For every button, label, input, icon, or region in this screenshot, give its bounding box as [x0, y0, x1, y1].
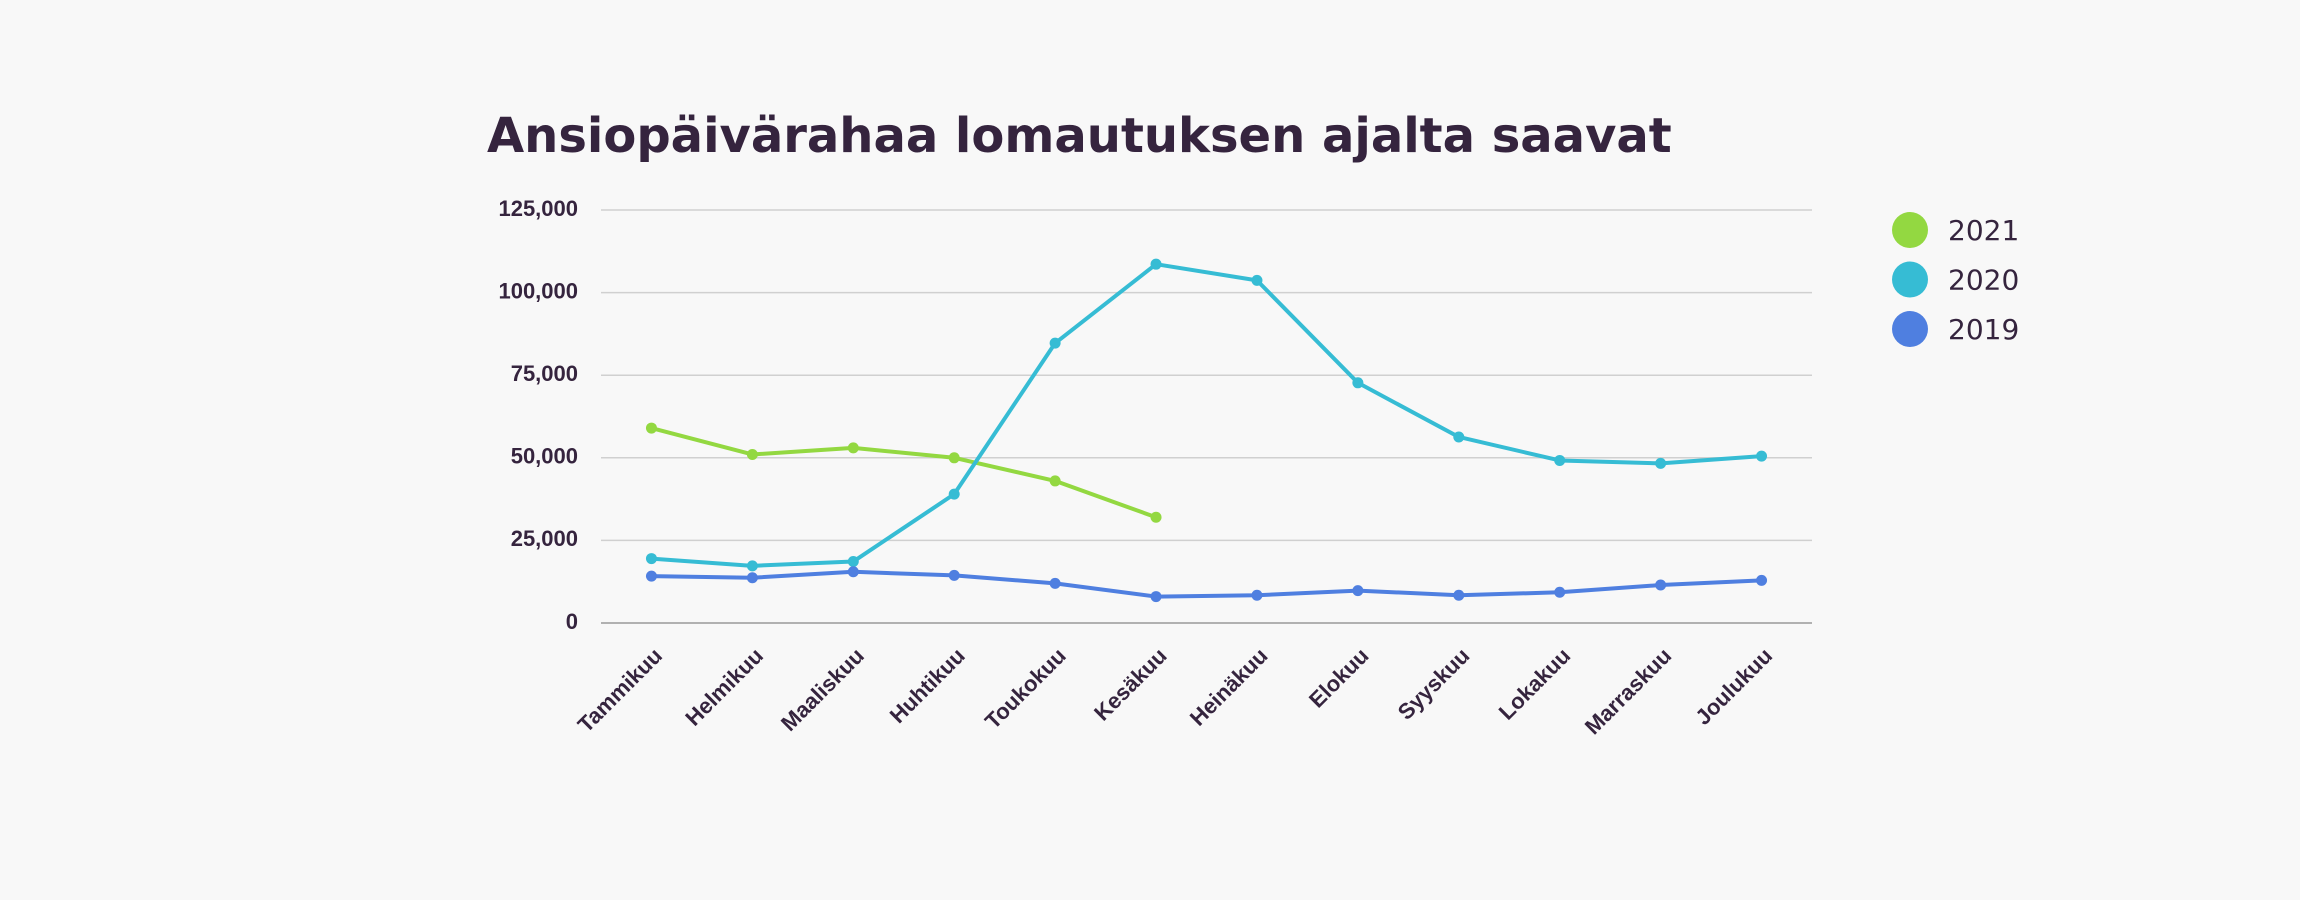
data-point [1150, 258, 1162, 270]
x-tick-label: Marraskuu [1580, 643, 1676, 739]
data-point [1352, 585, 1364, 597]
legend-label: 2020 [1948, 264, 2019, 297]
data-point [1655, 579, 1667, 591]
data-point [1453, 589, 1465, 601]
x-tick-label: Elokuu [1304, 643, 1374, 713]
legend-label: 2019 [1948, 313, 2019, 346]
x-tick-label: Huhtikuu [885, 643, 970, 728]
data-point [847, 556, 859, 568]
series-line [650, 426, 1157, 520]
x-tick-label: Heinäkuu [1185, 643, 1273, 731]
chart-title: Ansiopäivärahaa lomautuksen ajalta saava… [487, 108, 1672, 164]
data-point [746, 560, 758, 572]
y-tick-label: 0 [566, 609, 578, 634]
data-point [1554, 586, 1566, 598]
data-point [1049, 475, 1061, 487]
data-point [847, 566, 859, 578]
data-point [1756, 574, 1768, 586]
data-point [948, 488, 960, 500]
data-point [645, 422, 657, 434]
y-tick-label: 25,000 [511, 526, 578, 551]
data-point [1453, 431, 1465, 443]
data-point [1352, 377, 1364, 389]
x-tick-label: Tammikuu [573, 643, 667, 737]
x-tick-label: Helmikuu [680, 643, 768, 731]
y-tick-label: 75,000 [511, 361, 578, 386]
data-point [1049, 577, 1061, 589]
series-line [651, 569, 1762, 599]
data-point [1655, 457, 1667, 469]
y-tick-label: 50,000 [511, 444, 578, 469]
data-point [948, 452, 960, 464]
x-tick-label: Syyskuu [1393, 643, 1475, 725]
series-line [651, 262, 1762, 568]
data-point [948, 569, 960, 581]
x-tick-label: Toukokuu [980, 643, 1071, 734]
data-point [1756, 450, 1768, 462]
data-point [1150, 591, 1162, 603]
legend-swatch [1892, 311, 1928, 347]
data-point [1251, 589, 1263, 601]
data-point [1049, 337, 1061, 349]
data-point [645, 570, 657, 582]
data-point [645, 553, 657, 565]
y-tick-label: 100,000 [498, 278, 578, 303]
data-point [1554, 454, 1566, 466]
x-tick-label: Maaliskuu [776, 643, 869, 736]
data-point [746, 448, 758, 460]
data-point [1251, 274, 1263, 286]
x-tick-label: Kesäkuu [1089, 643, 1172, 726]
x-tick-label: Lokakuu [1494, 643, 1576, 725]
data-point [847, 442, 859, 454]
data-point [746, 572, 758, 584]
legend-swatch [1892, 212, 1928, 248]
x-tick-label: Joulukuu [1690, 643, 1777, 730]
y-tick-label: 125,000 [498, 196, 578, 221]
data-point [1150, 511, 1162, 523]
legend-label: 2021 [1948, 214, 2019, 247]
legend-swatch [1892, 261, 1928, 298]
